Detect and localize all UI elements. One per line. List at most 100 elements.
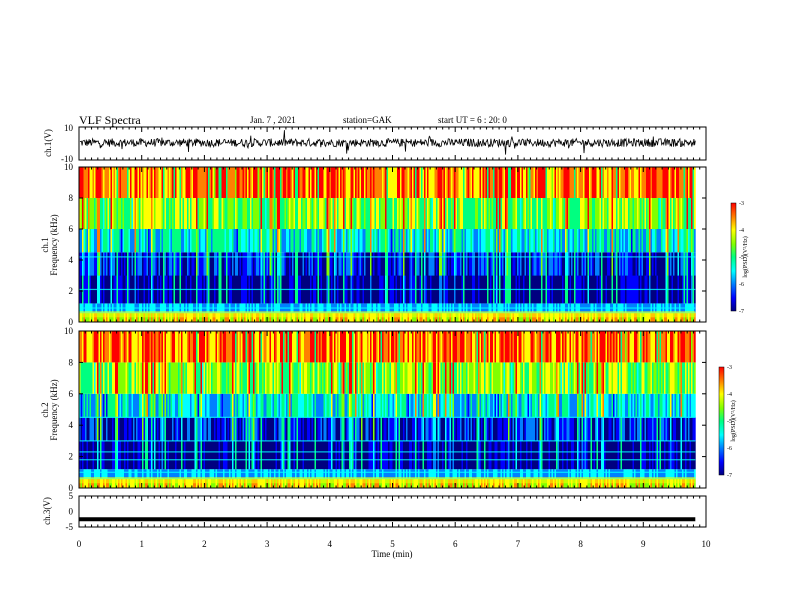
spectrogram-cell	[301, 362, 303, 394]
spectrogram-cell	[193, 362, 195, 394]
ch1-waveform-series	[79, 130, 696, 155]
spectrogram-cell	[590, 252, 593, 276]
spectrogram-cell	[434, 478, 437, 488]
spectrogram-cell	[325, 469, 327, 479]
spectrogram-cell	[185, 167, 188, 198]
spectrogram-cell	[664, 252, 666, 276]
spectrogram-cell	[313, 478, 315, 488]
spectrogram-cell	[613, 229, 615, 253]
spectrogram-cell	[427, 440, 429, 470]
spectrogram-cell	[325, 229, 327, 253]
spectrogram-cell	[154, 440, 156, 470]
spectrogram-cell	[604, 229, 606, 253]
spectrogram-cell	[296, 478, 299, 488]
spectrogram-cell	[422, 198, 425, 229]
spectrogram-cell	[527, 252, 530, 276]
spectrogram-cell	[425, 393, 428, 418]
spectrogram-cell	[514, 167, 516, 198]
spectrogram-cell	[268, 478, 270, 488]
spectrogram-cell	[424, 229, 426, 253]
spectrogram-cell	[304, 198, 306, 229]
spectrogram-cell	[311, 478, 314, 488]
spectrogram-cell	[634, 252, 636, 276]
spectrogram-cell	[286, 393, 288, 418]
spectrogram-cell	[214, 229, 216, 253]
spectrogram-cell	[239, 393, 242, 418]
spectrogram-cell	[388, 469, 390, 479]
spectrogram-cell	[353, 167, 356, 198]
spectrogram-cell	[146, 252, 149, 276]
spectrogram-cell	[412, 229, 414, 253]
spectrogram-cell	[104, 440, 107, 470]
spectrogram-cell	[433, 198, 435, 229]
spectrogram-cell	[269, 167, 272, 198]
spectrogram-cell	[91, 229, 93, 253]
spectrogram-cell	[596, 198, 599, 229]
spectrogram-cell	[269, 331, 272, 363]
spectrogram-cell	[110, 469, 113, 479]
spectrogram-cell	[346, 252, 348, 276]
spectrogram-cell	[404, 469, 407, 479]
spectrogram-cell	[352, 252, 354, 276]
spectrogram-cell	[232, 167, 234, 198]
spectrogram-cell	[275, 417, 278, 441]
spectrogram-cell	[217, 331, 219, 363]
spectrogram-cell	[160, 167, 162, 198]
spectrogram-cell	[391, 252, 393, 276]
spectrogram-cell	[169, 440, 171, 470]
spectrogram-cell	[308, 440, 311, 470]
spectrogram-cell	[433, 469, 435, 479]
spectrogram-cell	[392, 478, 395, 488]
spectrogram-cell	[271, 252, 273, 276]
spectrogram-cell	[325, 393, 327, 418]
spectrogram-cell	[545, 229, 548, 253]
spectrogram-cell	[689, 229, 692, 253]
spectrogram-cell	[368, 229, 371, 253]
spectrogram-cell	[185, 469, 188, 479]
colorbar-tick-label: -5	[739, 255, 744, 261]
spectrogram-cell	[634, 198, 636, 229]
spectrogram-cell	[418, 362, 420, 394]
spectrogram-cell	[451, 229, 453, 253]
spectrogram-cell	[304, 440, 306, 470]
spectrogram-cell	[242, 167, 245, 198]
spectrogram-cell	[206, 478, 209, 488]
spectrogram-cell	[106, 331, 108, 363]
spectrogram-cell	[415, 198, 417, 229]
spectrogram-cell	[392, 440, 395, 470]
spectrogram-cell	[214, 440, 216, 470]
spectrogram-cell	[662, 252, 665, 276]
spectrogram-cell	[332, 393, 335, 418]
spectrogram-cell	[245, 252, 248, 276]
spectrogram-cell	[181, 469, 183, 479]
spectrogram-cell	[329, 393, 332, 418]
spectrogram-cell	[677, 229, 680, 253]
spectrogram-cell	[425, 440, 428, 470]
spectrogram-cell	[316, 440, 318, 470]
spectrogram-cell	[556, 167, 558, 198]
spectrogram-cell	[361, 167, 363, 198]
spectrogram-cell	[244, 229, 246, 253]
spectrogram-cell	[571, 229, 573, 253]
spectrogram-cell	[253, 229, 255, 253]
spectrogram-cell	[274, 362, 276, 394]
spectrogram-cell	[137, 469, 140, 479]
spectrogram-cell	[284, 393, 287, 418]
spectrogram-cell	[478, 167, 480, 198]
spectrogram-cell	[490, 229, 492, 253]
spectrogram-cell	[292, 198, 294, 229]
spectrogram-cell	[266, 229, 269, 253]
spectrogram-cell	[92, 229, 95, 253]
spectrogram-cell	[136, 167, 138, 198]
spectrogram-cell	[364, 252, 366, 276]
spectrogram-cell	[466, 167, 468, 198]
spectrogram-cell	[98, 331, 101, 363]
spectrogram-cell	[637, 198, 639, 229]
spectrogram-cell	[223, 331, 225, 363]
spectrogram-cell	[362, 362, 365, 394]
spectrogram-cell	[287, 331, 290, 363]
spectrogram-cell	[427, 198, 429, 229]
spectrogram-cell	[362, 252, 365, 276]
spectrogram-cell	[365, 469, 368, 479]
spectrogram-cell	[271, 469, 273, 479]
